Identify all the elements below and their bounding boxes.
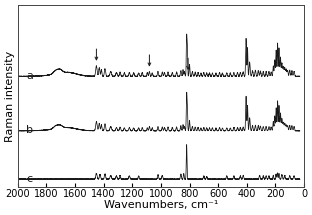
Y-axis label: Raman intensity: Raman intensity (5, 51, 15, 142)
Text: a: a (26, 71, 33, 81)
X-axis label: Wavenumbers, cm⁻¹: Wavenumbers, cm⁻¹ (104, 200, 218, 210)
Text: b: b (26, 125, 33, 135)
Text: c: c (26, 174, 32, 184)
